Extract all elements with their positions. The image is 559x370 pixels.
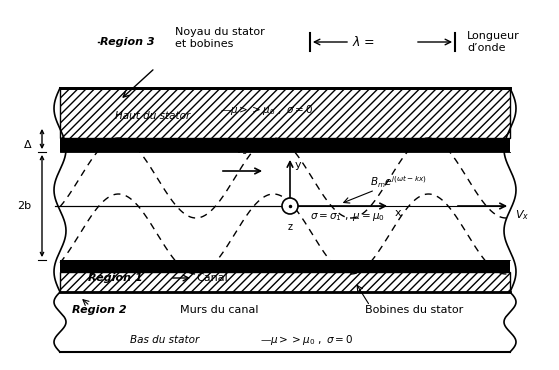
Bar [60,260,510,272]
Text: $V_x$: $V_x$ [515,208,529,222]
Text: z: z [287,222,292,232]
Text: 2b: 2b [17,201,31,211]
Circle shape [282,198,298,214]
Text: $\sigma = \sigma_1\ ,\ \mu = \mu_0$: $\sigma = \sigma_1\ ,\ \mu = \mu_0$ [310,211,385,223]
Text: Canal: Canal [196,273,228,283]
Text: Noyau du stator
et bobines: Noyau du stator et bobines [175,27,265,49]
Text: $— \mu >> \mu_0\ ,\ \sigma = 0$: $— \mu >> \mu_0\ ,\ \sigma = 0$ [260,333,353,347]
Bar [60,272,510,292]
Text: $— \mu >> \mu_0\ ,\ \sigma = 0$: $— \mu >> \mu_0\ ,\ \sigma = 0$ [220,103,313,117]
Bar [60,152,510,260]
Text: Region 2: Region 2 [72,305,127,315]
Text: x: x [395,208,401,218]
Text: Bobines du stator: Bobines du stator [365,305,463,315]
Text: Longueur
d’onde: Longueur d’onde [467,31,520,53]
Text: $\lambda$ =: $\lambda$ = [352,35,375,49]
Text: $B_m e^{j(\omega t - kx)}$: $B_m e^{j(\omega t - kx)}$ [370,174,427,190]
Bar [60,88,510,138]
Bar [60,138,510,152]
Text: y: y [295,160,302,170]
Text: $V_s$: $V_s$ [235,143,249,157]
Text: Murs du canal: Murs du canal [180,305,258,315]
Text: Region 1: Region 1 [88,273,143,283]
Text: Bas du stator: Bas du stator [130,335,199,345]
Text: Haut du stator: Haut du stator [115,111,190,121]
Bar [60,88,510,138]
Text: Δ: Δ [24,140,32,150]
Text: Region 3: Region 3 [100,37,155,47]
